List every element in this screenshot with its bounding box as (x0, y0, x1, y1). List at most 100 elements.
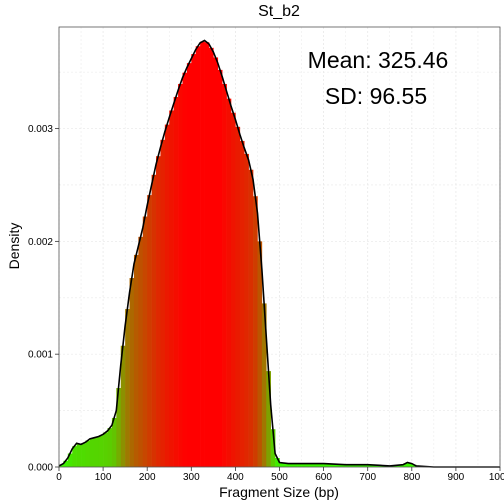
density-bar (319, 463, 324, 467)
density-bar (332, 464, 338, 467)
density-bar (275, 457, 280, 467)
density-bar (235, 126, 241, 467)
density-bar (341, 464, 346, 467)
y-tick-label: 0.001 (28, 350, 53, 361)
density-bar (244, 153, 249, 467)
density-bar (133, 254, 139, 467)
density-bar (107, 428, 113, 467)
density-bar (398, 464, 404, 467)
density-bar (253, 196, 258, 467)
x-tick-label: 900 (448, 472, 465, 483)
density-bar (372, 465, 377, 467)
density-bar (222, 83, 227, 467)
density-bar (248, 169, 254, 467)
x-tick-label: 0 (56, 472, 62, 483)
density-bar (72, 446, 77, 467)
density-bar (63, 460, 69, 467)
density-bar (213, 57, 219, 467)
density-bar (186, 63, 192, 467)
density-bar (345, 464, 351, 467)
density-bar (138, 236, 144, 467)
density-bar (195, 46, 201, 468)
density-bar (125, 309, 130, 467)
density-bar (292, 463, 298, 467)
density-bar (323, 463, 329, 467)
density-bar (394, 465, 399, 467)
density-bar (89, 438, 95, 467)
density-bar (270, 429, 276, 467)
density-bar (350, 464, 355, 467)
density-bar (204, 42, 210, 467)
density-bar (147, 195, 152, 467)
x-tick-label: 400 (227, 472, 244, 483)
density-bar (336, 464, 342, 467)
sd-annotation: SD: 96.55 (325, 83, 427, 109)
density-bar (266, 371, 271, 467)
density-curve (58, 39, 500, 468)
x-tick-label: 100 (95, 472, 112, 483)
x-tick-label: 600 (315, 472, 332, 483)
density-bar (261, 303, 267, 467)
density-bar (59, 464, 64, 467)
y-axis-ticks: 0.000 0.001 0.002 0.003 (28, 124, 59, 474)
density-bar (226, 98, 232, 468)
density-bar (314, 463, 320, 467)
density-bar (164, 124, 170, 467)
density-bar (402, 463, 408, 467)
x-tick-label: 300 (183, 472, 200, 483)
x-tick-label: 800 (403, 472, 420, 483)
density-bar (98, 435, 104, 467)
x-tick-label: 700 (359, 472, 376, 483)
density-bar (358, 464, 364, 467)
density-bar (279, 462, 285, 467)
density-bar (85, 440, 91, 467)
density-bar (81, 443, 86, 467)
density-bar (142, 216, 148, 467)
x-tick-label: 200 (139, 472, 156, 483)
density-bar (367, 464, 373, 467)
density-bar (217, 69, 223, 467)
density-bar (129, 278, 135, 467)
density-bar (200, 41, 205, 468)
density-bar (407, 463, 413, 467)
density-bar (354, 464, 360, 467)
density-bar (151, 174, 157, 468)
density-bar (76, 443, 82, 467)
density-bar (363, 464, 368, 467)
density-bar (173, 96, 179, 467)
density-bar (156, 156, 161, 467)
density-bar (297, 463, 302, 467)
density-bar (376, 465, 382, 467)
density-bar (182, 72, 188, 467)
density-bar (411, 464, 417, 467)
density-bar (328, 463, 333, 467)
density-bar (230, 112, 236, 467)
y-tick-label: 0.003 (28, 124, 53, 135)
density-bar (239, 140, 245, 467)
density-bar (169, 110, 174, 467)
density-bar (305, 463, 311, 467)
density-bar (103, 432, 108, 467)
y-tick-label: 0.002 (28, 237, 53, 248)
y-tick-label: 0.000 (28, 463, 53, 474)
density-bar (160, 139, 166, 468)
density-bar (288, 463, 294, 467)
density-bar (301, 463, 307, 467)
density-bar (257, 241, 263, 467)
density-bar (111, 417, 117, 467)
x-axis-label: Fragment Size (bp) (219, 484, 339, 500)
density-bar (116, 388, 122, 467)
density-bars (59, 41, 421, 468)
density-bar (94, 437, 99, 467)
density-bar (191, 54, 197, 467)
density-bar (283, 463, 289, 467)
density-bar (178, 83, 183, 467)
x-tick-label: 500 (271, 472, 288, 483)
density-bar (208, 47, 214, 467)
y-axis-label: Density (6, 223, 22, 270)
chart-title: St_b2 (258, 3, 300, 20)
density-bar (120, 345, 126, 467)
